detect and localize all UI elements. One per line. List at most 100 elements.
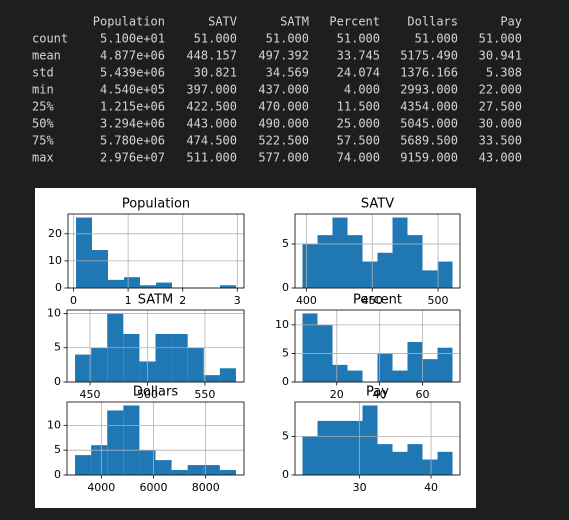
bar: [317, 420, 333, 475]
x-tick-label: 400: [296, 294, 317, 307]
cell: 57.500: [337, 134, 380, 148]
y-tick-label: 0: [55, 281, 62, 294]
bar: [75, 455, 92, 475]
bar: [422, 270, 438, 288]
cell: 448.157: [186, 49, 237, 63]
x-tick-label: 500: [137, 388, 158, 401]
cell: 5175.490: [400, 49, 458, 63]
bar: [407, 342, 423, 382]
bar: [347, 370, 363, 382]
bar: [91, 347, 108, 382]
column-header: SATM: [280, 15, 309, 29]
cell: 30.821: [194, 66, 237, 80]
x-tick-label: 1: [125, 294, 132, 307]
cell: 422.500: [186, 100, 237, 114]
bar: [75, 354, 92, 382]
cell: 33.745: [337, 49, 380, 63]
bar: [155, 334, 172, 382]
y-tick-label: 0: [282, 375, 289, 388]
bar: [377, 252, 393, 288]
cell: 51.000: [415, 32, 458, 46]
axes-frame: [294, 309, 461, 383]
x-tick-label: 40: [424, 481, 438, 494]
cell: 24.074: [337, 66, 380, 80]
y-tick-label: 20: [48, 227, 62, 240]
describe-table: Population SATV SATM Percent Dollars Pay count…: [32, 15, 522, 165]
histogram: 400 450 500 0 5 SATV: [282, 197, 461, 307]
cell: 43.000: [479, 151, 522, 165]
chart-title: SATM: [138, 293, 174, 308]
bar: [107, 410, 124, 475]
x-tick-label: 20: [330, 388, 344, 401]
bar: [437, 261, 453, 288]
chart-title: SATV: [361, 197, 394, 212]
cell: 51.000: [479, 32, 522, 46]
bar: [171, 470, 188, 475]
y-tick-label: 10: [47, 418, 61, 431]
x-tick-label: 8000: [192, 481, 220, 494]
cell: 9159.000: [400, 151, 458, 165]
y-tick-label: 10: [48, 254, 62, 267]
bar: [139, 285, 156, 288]
cell: 1.215e+06: [100, 100, 165, 114]
cell: 474.500: [186, 134, 237, 148]
chart-title: Population: [122, 197, 190, 212]
bar: [377, 444, 393, 475]
x-tick-label: 60: [416, 388, 430, 401]
axes-frame: [66, 309, 245, 383]
y-tick-label: 5: [282, 346, 289, 359]
cell: 34.569: [266, 66, 309, 80]
cell: 5689.500: [400, 134, 458, 148]
cell: 3.294e+06: [100, 117, 165, 131]
column-header: SATV: [208, 15, 237, 29]
chart-title: Percent: [353, 293, 402, 308]
bar: [317, 235, 333, 288]
cell: 22.000: [479, 83, 522, 97]
bar: [219, 368, 236, 382]
row-label: mean: [32, 49, 61, 63]
chart-title: Dollars: [133, 385, 178, 400]
row-label: count: [32, 32, 68, 46]
bar: [187, 347, 204, 382]
x-tick-label: 500: [428, 294, 449, 307]
cell: 25.000: [337, 117, 380, 131]
bar: [392, 370, 408, 382]
cell: 4.540e+05: [100, 83, 165, 97]
x-tick-label: 2: [179, 294, 186, 307]
x-tick-label: 40: [373, 388, 387, 401]
bar: [332, 364, 348, 382]
y-tick-label: 5: [282, 429, 289, 442]
cell: 4.000: [344, 83, 380, 97]
cell: 490.000: [258, 117, 309, 131]
cell: 577.000: [258, 151, 309, 165]
bar: [302, 243, 318, 288]
y-tick-label: 0: [282, 468, 289, 481]
bar: [377, 353, 393, 382]
x-tick-label: 3: [234, 294, 241, 307]
histogram: 30 40 0 5 Pay: [282, 385, 461, 494]
cell: 5045.000: [400, 117, 458, 131]
bar: [219, 470, 236, 475]
cell: 522.500: [258, 134, 309, 148]
column-header: Percent: [329, 15, 380, 29]
cell: 437.000: [258, 83, 309, 97]
row-label: std: [32, 66, 54, 80]
cell: 4.877e+06: [100, 49, 165, 63]
bar: [139, 450, 156, 475]
bar: [91, 250, 108, 288]
bar: [171, 334, 188, 382]
cell: 4354.000: [400, 100, 458, 114]
bar: [123, 277, 140, 288]
bar: [347, 235, 363, 288]
row-label: 75%: [32, 134, 54, 148]
cell: 30.000: [479, 117, 522, 131]
bar: [422, 459, 438, 475]
cell: 2993.000: [400, 83, 458, 97]
histogram: 20 40 60 0 5 10 Percent: [275, 293, 461, 401]
column-header: Pay: [500, 15, 522, 29]
cell: 443.000: [186, 117, 237, 131]
row-label: min: [32, 83, 54, 97]
bar: [392, 451, 408, 475]
axes-frame: [67, 213, 245, 289]
